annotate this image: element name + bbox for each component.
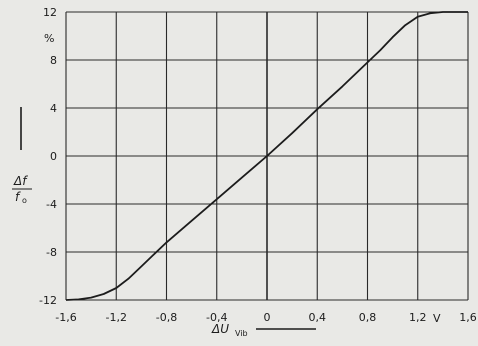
- x-label-subscript: Vib: [235, 329, 248, 338]
- series-layer: [65, 11, 468, 301]
- x-tick-label: 0: [264, 311, 271, 324]
- tick-labels: -1,6 -1,2 -0,8 -0,4 0 0,4 0,8 1,2 1,6 -12 -8 -4 0 4 8 1…: [39, 6, 477, 324]
- y-axis-label: Δf f o: [12, 107, 32, 205]
- x-unit-label: V: [433, 312, 441, 325]
- series-line: [65, 11, 468, 301]
- x-tick-label: 1,6: [459, 311, 477, 324]
- y-label-denominator: f: [15, 190, 21, 204]
- x-tick-label: -0,8: [156, 311, 177, 324]
- y-tick-label: 12: [43, 6, 57, 19]
- y-tick-label: -4: [46, 198, 57, 211]
- x-label-main: ΔU: [211, 322, 229, 336]
- y-label-numerator: Δf: [13, 174, 28, 188]
- y-tick-label: 8: [50, 54, 57, 67]
- x-tick-label: -0,4: [206, 311, 227, 324]
- y-label-denominator-subscript: o: [22, 196, 27, 205]
- x-tick-label: 0,4: [309, 311, 327, 324]
- y-tick-label: 0: [50, 150, 57, 163]
- y-tick-label: -8: [46, 246, 57, 259]
- x-tick-label: -1,2: [106, 311, 127, 324]
- x-tick-label: 1,2: [409, 311, 427, 324]
- y-tick-label: 4: [50, 102, 57, 115]
- y-tick-label: -12: [39, 294, 57, 307]
- x-axis-label: ΔU Vib: [211, 322, 316, 338]
- y-unit-label: %: [44, 32, 54, 45]
- x-tick-label: 0,8: [359, 311, 377, 324]
- x-tick-label: -1,6: [55, 311, 76, 324]
